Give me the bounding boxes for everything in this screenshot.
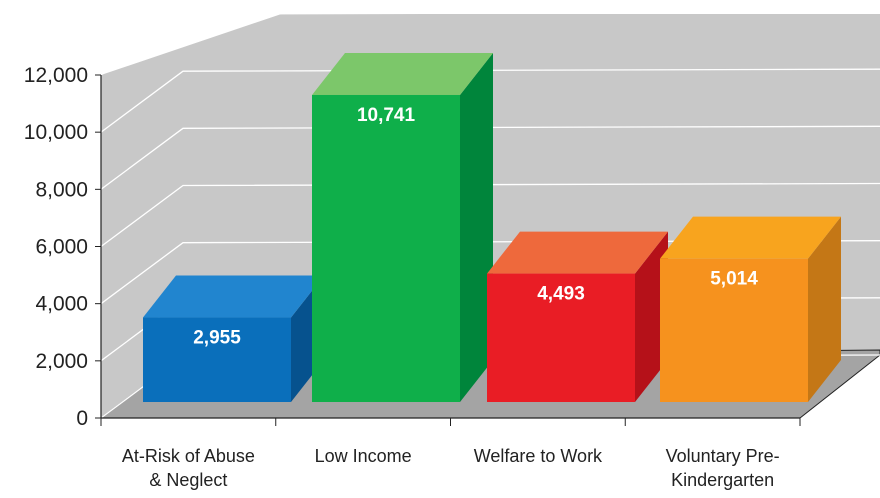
bars: 2,955 10,741 4,493 5,014 [143, 52, 841, 402]
x-category-label-1: Low Income [315, 446, 412, 466]
y-tick-label-5: 10,000 [24, 121, 88, 144]
data-label-2: 4,493 [537, 284, 585, 305]
bar-3: 5,014 [660, 216, 841, 402]
gridline-3 [100, 182, 880, 248]
x-category-line: Kindergarten [671, 470, 774, 490]
bar-side-2 [635, 231, 668, 402]
x-category-line: At-Risk of Abuse [122, 446, 255, 466]
data-label-3: 5,014 [710, 269, 758, 290]
bar-front-0 [143, 317, 291, 402]
axes [95, 74, 801, 426]
bar-front-3 [660, 258, 808, 402]
x-category-line: Low Income [315, 446, 412, 466]
bar-top-3 [660, 216, 841, 259]
x-category-line: & Neglect [149, 470, 227, 490]
x-category-line: Welfare to Work [474, 446, 603, 466]
y-axis-ticks: 0 2,000 4,000 6,000 8,000 10,000 12,000 [24, 64, 88, 430]
gridline-4 [100, 125, 880, 190]
bar-side-1 [460, 52, 493, 402]
y-tick-label-2: 4,000 [35, 293, 88, 316]
bar-top-1 [312, 52, 493, 95]
y-tick-label-0: 0 [76, 407, 88, 430]
bar-top-2 [487, 231, 668, 274]
x-category-label-3: Voluntary Pre- Kindergarten [666, 446, 780, 490]
y-tick-label-4: 8,000 [35, 178, 88, 201]
bar-1: 10,741 [312, 52, 493, 402]
bar-2: 4,493 [487, 231, 668, 402]
bar-0: 2,955 [143, 275, 324, 402]
x-axis-categories: At-Risk of Abuse & Neglect Low Income Welfa… [122, 446, 780, 490]
gridline-6 [100, 11, 880, 76]
gridline-5 [100, 68, 880, 133]
bar-side-3 [808, 216, 841, 402]
x-category-label-0: At-Risk of Abuse & Neglect [122, 446, 255, 490]
y-tick-label-3: 6,000 [35, 236, 88, 259]
x-category-label-2: Welfare to Work [474, 446, 603, 466]
bar-top-0 [143, 275, 324, 318]
x-category-line: Voluntary Pre- [666, 446, 780, 466]
data-label-0: 2,955 [193, 328, 241, 349]
y-tick-label-6: 12,000 [24, 64, 88, 87]
y-tick-label-1: 2,000 [35, 350, 88, 373]
bar-front-1 [312, 94, 460, 402]
data-label-1: 10,741 [357, 105, 416, 126]
bar-front-2 [487, 273, 635, 402]
